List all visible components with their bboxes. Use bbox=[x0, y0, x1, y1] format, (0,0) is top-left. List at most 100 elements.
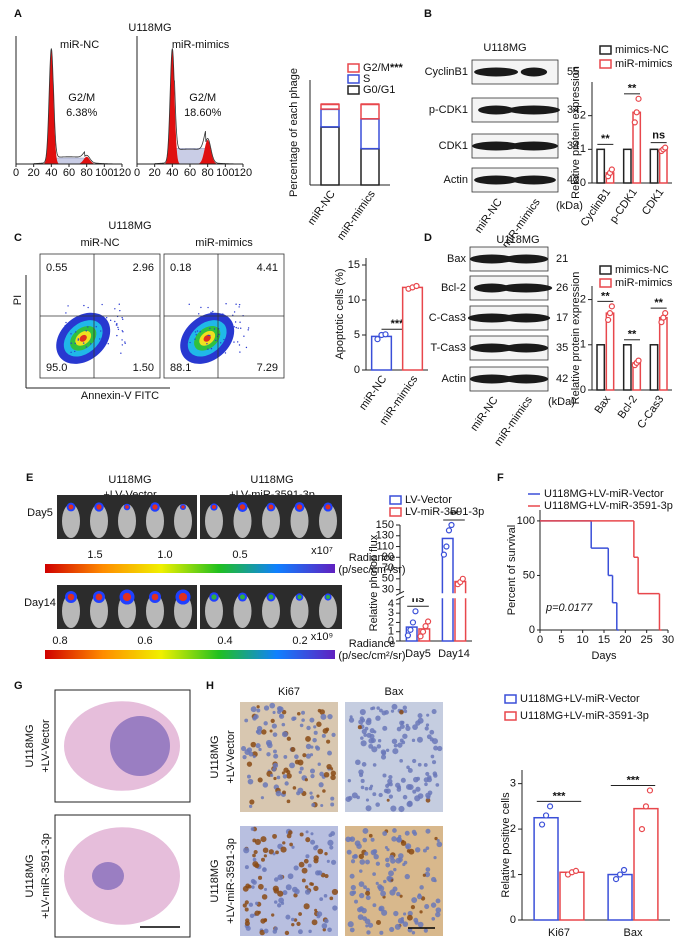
event-dot bbox=[239, 351, 241, 353]
histogram-name: miR-mimics bbox=[172, 39, 230, 51]
nucleus bbox=[309, 717, 315, 723]
nucleus bbox=[396, 787, 402, 792]
nucleus bbox=[391, 836, 397, 842]
nucleus bbox=[304, 885, 309, 889]
nucleus bbox=[410, 904, 416, 910]
mouse bbox=[319, 594, 337, 628]
nucleus bbox=[396, 726, 402, 732]
nucleus bbox=[386, 875, 392, 882]
nucleus bbox=[309, 753, 314, 757]
nucleus bbox=[414, 920, 419, 925]
nucleus bbox=[331, 732, 336, 737]
nucleus bbox=[269, 729, 273, 733]
mouse bbox=[262, 594, 280, 628]
g2-peak bbox=[70, 156, 103, 164]
legend-swatch bbox=[599, 278, 612, 288]
nucleus bbox=[317, 708, 322, 713]
bar bbox=[596, 344, 606, 391]
significance-label: ** bbox=[654, 297, 663, 309]
blot-band bbox=[507, 105, 560, 115]
nucleus bbox=[290, 746, 296, 752]
legend-swatch bbox=[347, 85, 360, 95]
bar bbox=[622, 344, 632, 391]
nucleus bbox=[422, 873, 426, 877]
event-dot bbox=[77, 338, 80, 340]
nucleus bbox=[349, 837, 353, 841]
mouse bbox=[118, 504, 136, 538]
x-tick-label: 120 bbox=[113, 167, 131, 179]
legend-label: G0/G1 bbox=[363, 84, 395, 96]
nucleus bbox=[362, 828, 369, 834]
nucleus bbox=[244, 865, 249, 870]
nucleus bbox=[313, 858, 319, 864]
nucleus bbox=[305, 854, 310, 859]
event-dot bbox=[70, 351, 72, 353]
nucleus bbox=[276, 903, 282, 908]
event-dot bbox=[117, 328, 120, 331]
nucleus bbox=[326, 739, 331, 744]
nucleus bbox=[412, 758, 417, 764]
data-point bbox=[662, 144, 669, 151]
event-dot bbox=[70, 321, 73, 323]
nucleus bbox=[373, 730, 377, 734]
y-tick-label: 0 bbox=[580, 177, 586, 189]
event-dot bbox=[97, 348, 99, 351]
legend-label: mimics-NC bbox=[615, 44, 669, 56]
data-point bbox=[635, 357, 642, 364]
nucleus bbox=[283, 755, 288, 759]
nucleus bbox=[293, 918, 298, 922]
nucleus bbox=[268, 849, 274, 855]
y-tick-label: 50 bbox=[382, 573, 394, 585]
event-dot bbox=[85, 346, 88, 348]
x-tick-label: 40 bbox=[45, 167, 57, 179]
bar bbox=[658, 316, 668, 391]
kda-unit: (kDa) bbox=[556, 200, 583, 212]
nucleus bbox=[390, 805, 397, 812]
x-tick-label: 10 bbox=[577, 634, 589, 646]
nucleus bbox=[252, 755, 256, 759]
event-dot bbox=[233, 341, 235, 343]
nucleus bbox=[263, 721, 268, 726]
nucleus bbox=[353, 854, 358, 859]
x-tick-label: Bax bbox=[592, 393, 613, 416]
event-dot bbox=[238, 303, 241, 306]
nucleus bbox=[385, 788, 391, 794]
data-point bbox=[445, 527, 453, 534]
nucleus bbox=[322, 928, 326, 932]
nucleus bbox=[309, 882, 313, 886]
nucleus bbox=[435, 907, 442, 913]
nucleus bbox=[366, 732, 372, 738]
nucleus bbox=[277, 874, 284, 881]
y-tick-label: 0 bbox=[354, 364, 360, 376]
nucleus bbox=[293, 893, 298, 898]
nucleus bbox=[262, 782, 269, 788]
nucleus bbox=[399, 709, 404, 715]
nucleus bbox=[327, 839, 334, 846]
significance-label: ns bbox=[652, 130, 665, 142]
legend-swatch bbox=[599, 59, 612, 69]
nucleus bbox=[258, 883, 264, 890]
nucleus bbox=[282, 790, 287, 795]
nucleus bbox=[400, 916, 404, 921]
nucleus bbox=[273, 877, 279, 882]
event-dot bbox=[205, 314, 207, 316]
panel-label: B bbox=[424, 8, 432, 20]
data-point bbox=[404, 632, 412, 639]
nucleus bbox=[381, 909, 388, 916]
s-phase bbox=[52, 157, 86, 165]
row-label: +LV-Vector bbox=[40, 719, 52, 773]
quadrant-value: 0.18 bbox=[170, 262, 191, 274]
nucleus bbox=[245, 883, 251, 889]
signal-core bbox=[68, 504, 74, 510]
nucleus bbox=[345, 836, 352, 843]
nucleus bbox=[392, 748, 399, 755]
nucleus bbox=[280, 901, 285, 905]
nucleus bbox=[281, 771, 285, 775]
legend-swatch bbox=[504, 711, 517, 721]
nucleus bbox=[260, 918, 266, 924]
nucleus bbox=[368, 738, 374, 744]
nucleus bbox=[366, 930, 371, 935]
nucleus bbox=[331, 859, 337, 865]
y-tick-label: 0 bbox=[580, 384, 586, 396]
mouse bbox=[290, 504, 309, 538]
